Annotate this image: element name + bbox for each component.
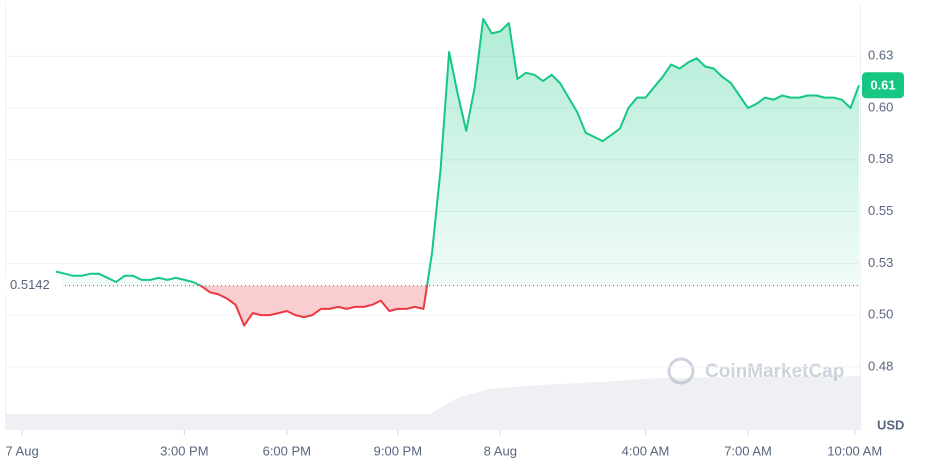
y-tick-label: 0.58	[868, 151, 893, 166]
x-tick-label: 7:00 AM	[724, 443, 772, 458]
y-tick-label: 0.55	[868, 203, 893, 218]
baseline-label: 0.5142	[10, 277, 50, 292]
x-tick-label: 4:00 AM	[622, 443, 670, 458]
price-tag-label: 0.61	[870, 78, 895, 93]
watermark-text: CoinMarketCap	[705, 361, 844, 382]
watermark: CoinMarketCap	[667, 357, 844, 385]
y-tick-label: 0.48	[868, 358, 893, 373]
volume-area	[5, 376, 860, 430]
y-axis-label: USD	[877, 417, 904, 432]
x-tick-label: 3:00 PM	[160, 443, 208, 458]
x-tick-label: 6:00 PM	[263, 443, 311, 458]
baseline-label-bg	[0, 276, 62, 295]
price-line	[55, 17, 860, 327]
y-tick-label: 0.63	[868, 48, 893, 63]
x-tick-label: 8 Aug	[484, 443, 517, 458]
x-tick-label: 7 Aug	[5, 443, 38, 458]
y-tick-label: 0.53	[868, 255, 893, 270]
y-tick-label: 0.60	[868, 99, 893, 114]
x-tick-label: 9:00 PM	[374, 443, 422, 458]
y-tick-label: 0.50	[868, 307, 893, 322]
watermark-logo	[667, 357, 695, 385]
price-area	[56, 18, 859, 326]
price-tag	[862, 72, 904, 99]
x-tick-label: 10:00 AM	[827, 443, 882, 458]
